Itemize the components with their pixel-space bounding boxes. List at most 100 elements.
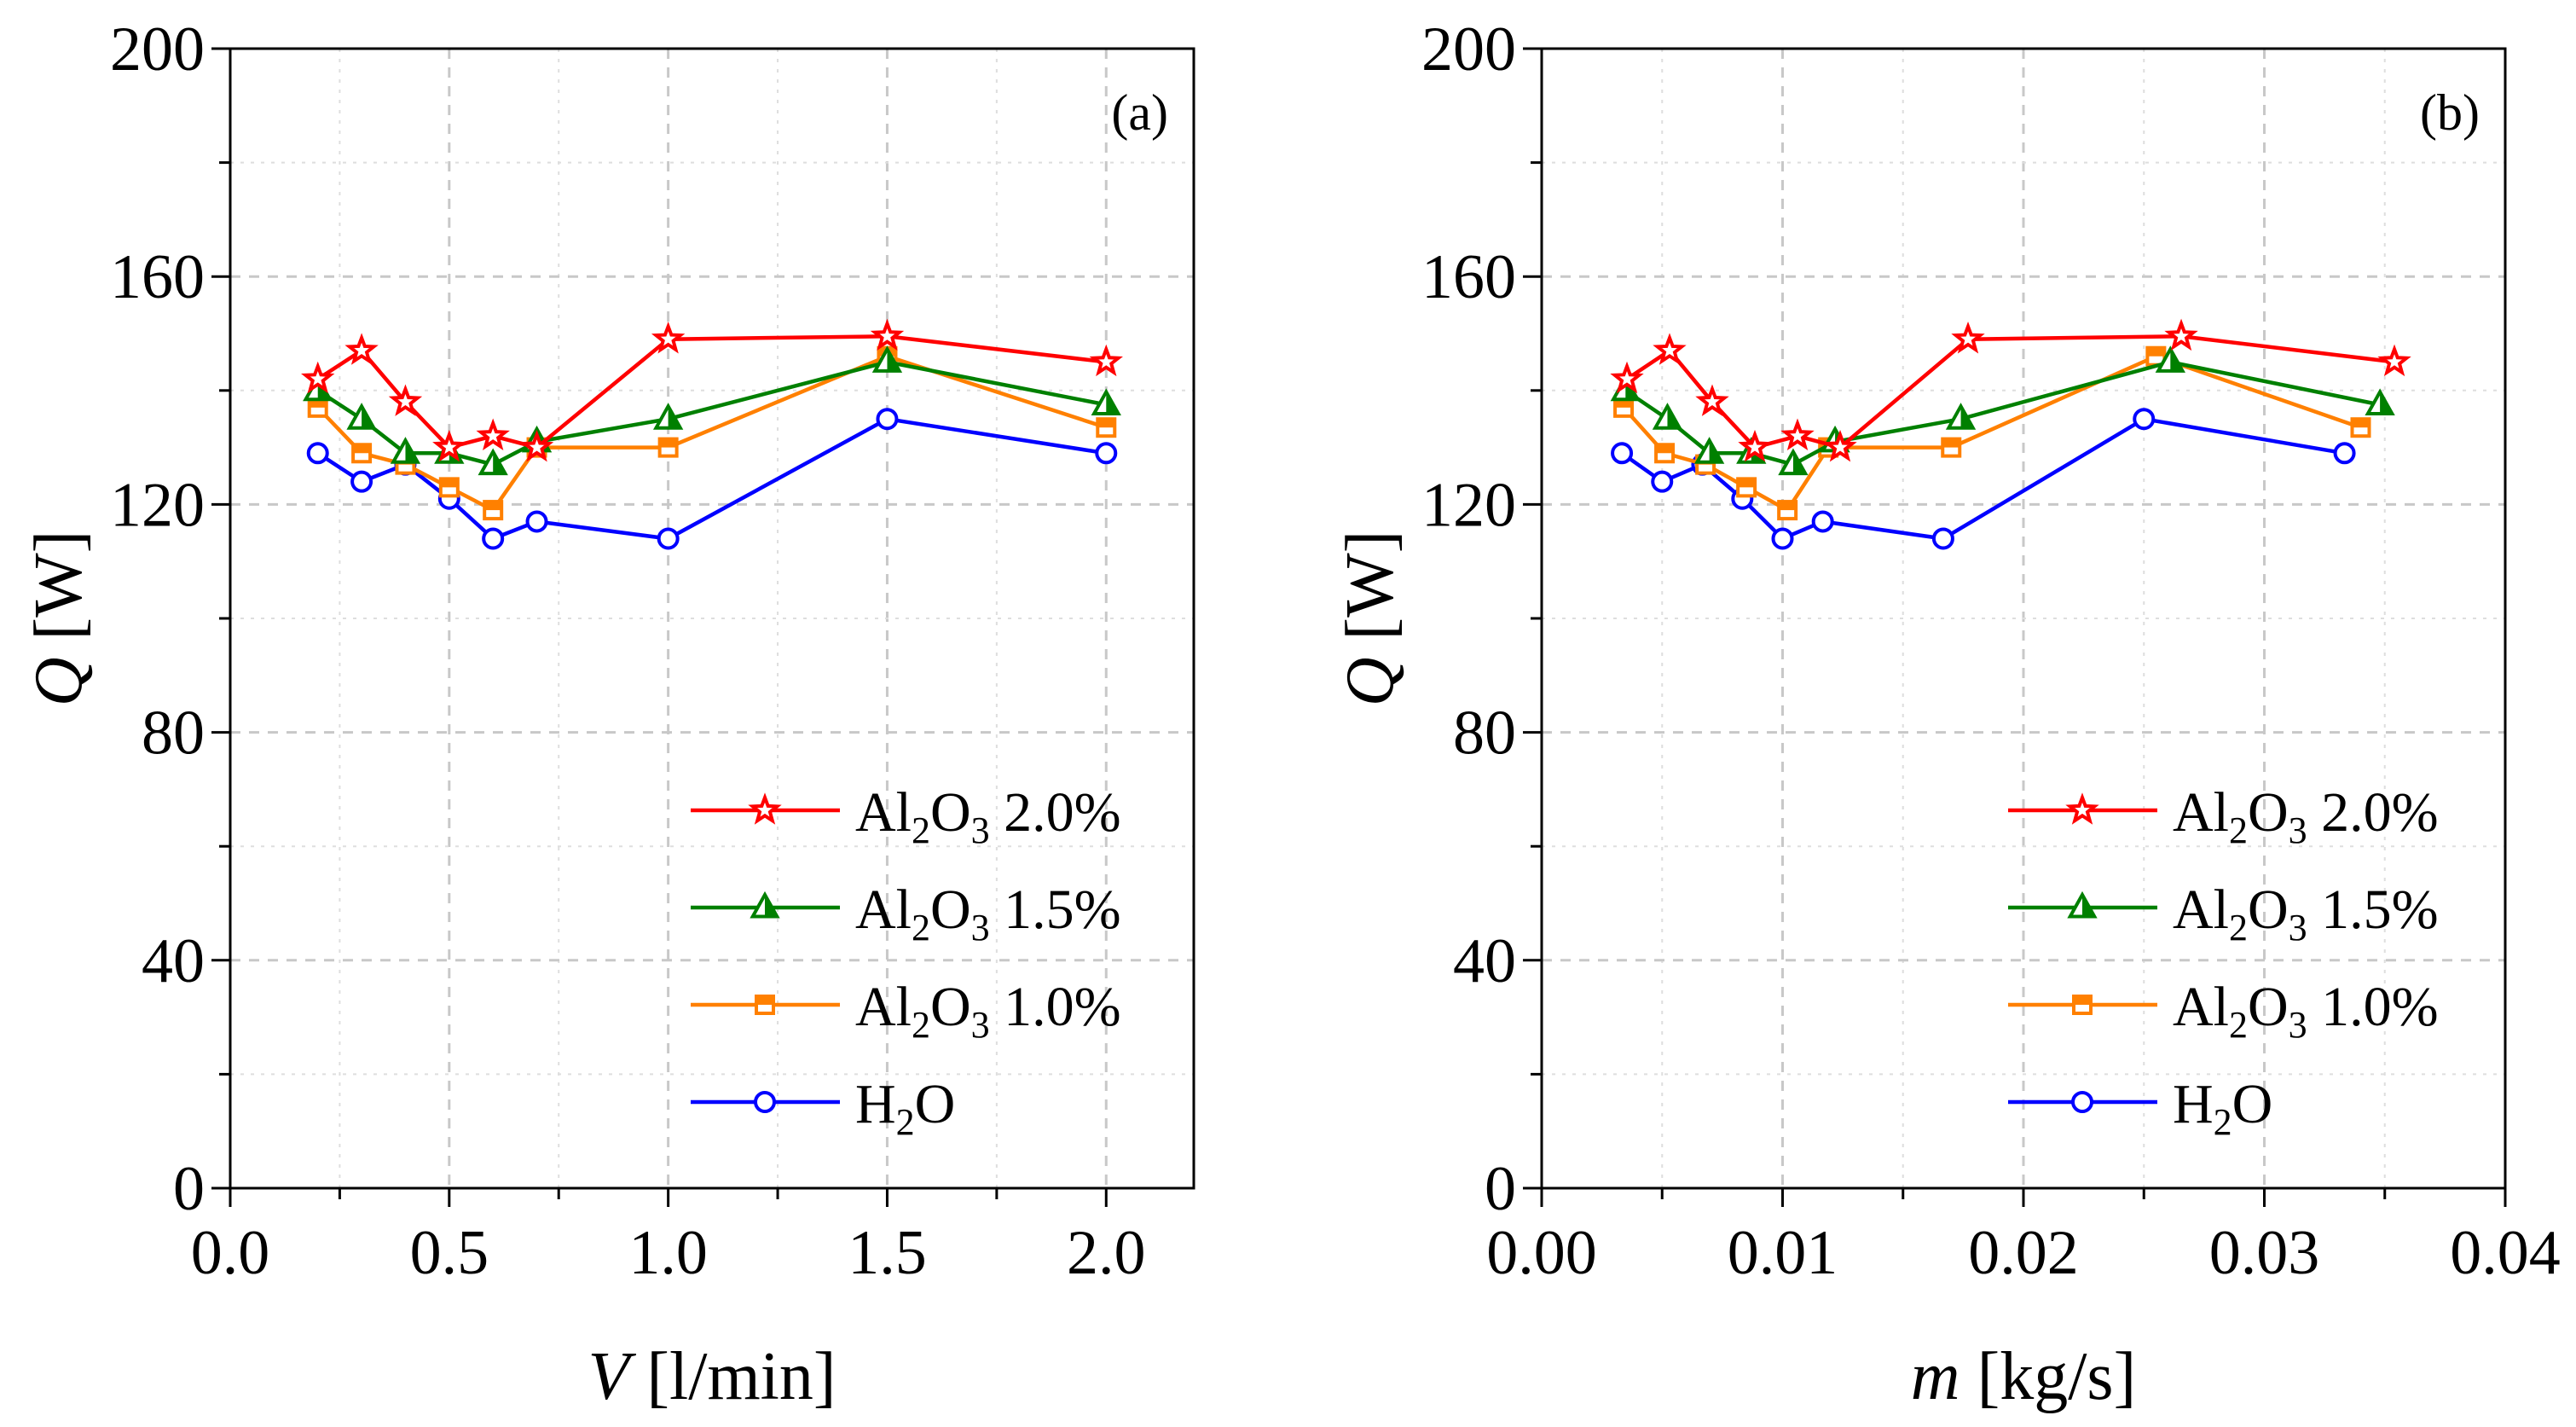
- y-tick-label: 80: [1453, 699, 1516, 769]
- legend: Al2O3 2.0%Al2O3 1.5%Al2O3 1.0%H2O: [691, 781, 1121, 1143]
- data-point: [525, 510, 548, 533]
- x-tick-label: 1.0: [628, 1218, 708, 1288]
- data-point: [476, 418, 510, 451]
- data-point: [1610, 361, 1644, 394]
- y-tick-label: 200: [110, 15, 205, 84]
- data-point: [657, 527, 680, 550]
- data-point-fill: [309, 398, 327, 408]
- y-tick-label: 200: [1421, 15, 1516, 84]
- data-point: [350, 470, 373, 493]
- legend-subscript: 3: [2289, 809, 2307, 851]
- legend-text-part: O: [2248, 879, 2289, 941]
- data-point-fill: [2352, 419, 2370, 428]
- data-point-fill: [1667, 406, 1680, 428]
- data-point: [1738, 429, 1772, 462]
- data-point: [301, 361, 335, 394]
- data-point-fill: [1106, 392, 1119, 414]
- data-point-fill: [1960, 406, 1973, 428]
- legend-subscript: 2: [912, 809, 930, 851]
- panel-label: (a): [1111, 84, 1168, 141]
- data-point: [519, 429, 554, 462]
- data-point: [870, 318, 905, 351]
- data-point: [876, 408, 899, 431]
- y-tick-label: 120: [1421, 470, 1516, 540]
- series-al2o3-1-0-: [1613, 345, 2371, 521]
- data-point: [1771, 527, 1794, 550]
- legend-subscript: 2: [912, 907, 930, 948]
- data-point: [344, 333, 379, 365]
- series-h2o: [1611, 408, 2356, 550]
- y-tick-label: 0: [173, 1154, 205, 1224]
- data-point: [2164, 318, 2198, 351]
- legend-marker-fill: [2074, 996, 2091, 1005]
- data-point-fill: [1615, 398, 1633, 408]
- legend-text-part: H: [855, 1073, 896, 1135]
- legend-marker: [754, 1091, 776, 1113]
- legend-text-part: Al: [855, 781, 912, 844]
- legend-subscript: 3: [2289, 907, 2307, 948]
- data-point-fill: [1738, 479, 1756, 488]
- data-point: [1823, 429, 1857, 462]
- legend-text-part: Al: [2173, 781, 2229, 844]
- series-al2o3-2-0-: [301, 318, 1123, 462]
- legend-marker-fill: [756, 996, 773, 1005]
- data-point: [1089, 344, 1123, 377]
- data-point-fill: [1709, 440, 1722, 462]
- data-point: [1651, 470, 1674, 493]
- data-point-fill: [353, 444, 371, 454]
- x-tick-label: 0.00: [1486, 1218, 1597, 1288]
- chart-panel-a: 0.0 0.5 1.0 1.5 2.0 0 40 80 120 160 200 V [l/min] Q …: [21, 15, 1195, 1414]
- panel-label: (b): [2420, 84, 2480, 141]
- series-al2o3-1-5-: [1610, 345, 2395, 476]
- legend-text-part: O: [2248, 976, 2289, 1038]
- y-axis-unit: [W]: [21, 531, 96, 658]
- legend-entry-label: H2O: [2173, 1073, 2272, 1143]
- data-point: [1695, 384, 1729, 416]
- data-point-fill: [2170, 349, 2183, 371]
- legend-text-part: O: [2248, 781, 2289, 844]
- legend-entry-label: Al2O3 1.5%: [855, 879, 1121, 948]
- legend-entry-label: Al2O3 1.0%: [2173, 976, 2439, 1046]
- data-point-fill: [2380, 392, 2393, 414]
- data-point: [1780, 418, 1815, 451]
- y-tick-label: 0: [1485, 1154, 1516, 1224]
- legend-text-part: O: [930, 879, 971, 941]
- data-point: [1931, 527, 1954, 550]
- x-tick-label: 0.01: [1728, 1218, 1838, 1288]
- legend-entry-label: H2O: [855, 1073, 955, 1143]
- legend-entry-label: Al2O3 1.0%: [855, 976, 1121, 1046]
- y-tick-label: 80: [142, 699, 205, 769]
- x-axis-symbol: m: [1911, 1339, 1960, 1414]
- gridlines: [1542, 49, 2505, 1188]
- legend-text-part: O: [930, 976, 971, 1038]
- data-point: [1611, 442, 1634, 465]
- legend-text-part: Al: [855, 879, 912, 941]
- legend-subscript: 2: [2214, 1101, 2232, 1143]
- legend-marker: [748, 792, 782, 825]
- legend-text-part: 1.5%: [990, 879, 1121, 941]
- gridlines: [230, 49, 1194, 1188]
- data-point: [432, 429, 466, 462]
- x-tick-label: 0.0: [191, 1218, 270, 1288]
- data-point-fill: [1779, 502, 1797, 511]
- x-tick-label: 0.04: [2450, 1218, 2561, 1288]
- series-line: [1624, 360, 2381, 467]
- legend: Al2O3 2.0%Al2O3 1.5%Al2O3 1.0%H2O: [2008, 781, 2439, 1143]
- legend-text-part: 2.0%: [2307, 781, 2439, 844]
- data-point-fill: [668, 406, 680, 428]
- legend-subscript: 2: [2229, 1004, 2248, 1046]
- x-axis-title: V [l/min]: [588, 1339, 836, 1414]
- legend-entry-label: Al2O3 2.0%: [855, 781, 1121, 851]
- data-point-fill: [493, 451, 506, 474]
- data-point-fill: [1792, 451, 1806, 474]
- y-axis-unit: [W]: [1333, 531, 1408, 658]
- data-point-fill: [440, 479, 458, 488]
- y-axis-symbol: Q: [1333, 658, 1408, 707]
- series-al2o3-2-0-: [1610, 318, 2411, 462]
- data-point: [2133, 408, 2156, 431]
- legend-entry-label: Al2O3 1.5%: [2173, 879, 2439, 948]
- x-tick-label: 0.03: [2209, 1218, 2320, 1288]
- data-point-fill: [484, 502, 502, 511]
- data-point-fill: [2147, 347, 2165, 357]
- data-point-fill: [1942, 438, 1960, 448]
